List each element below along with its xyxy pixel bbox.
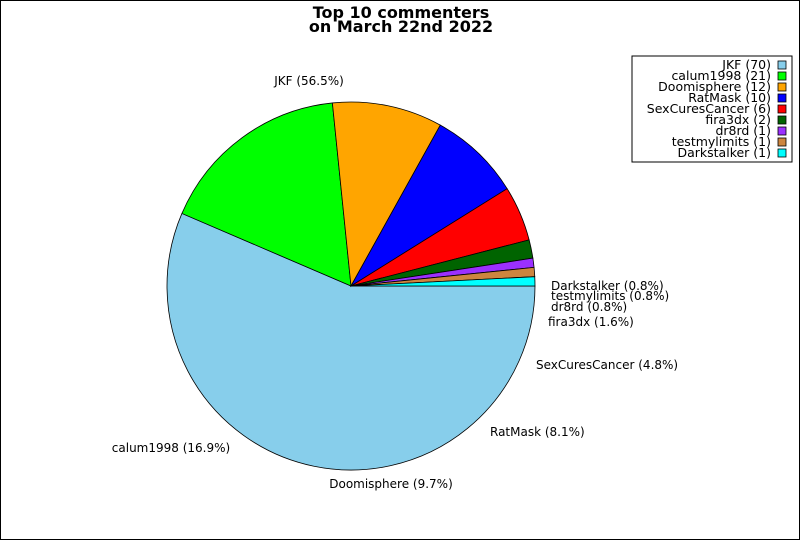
legend-entry-darkstalker: Darkstalker (1) [677, 145, 771, 160]
pie-slices [166, 101, 536, 471]
pie-slice-calum1998 [181, 102, 352, 287]
legend-swatch-fira3dx [777, 115, 787, 125]
slice-label-testmylimits: testmylimits (0.8%) [551, 289, 669, 303]
legend-entry-fira3dx: fira3dx (2) [705, 112, 771, 127]
pie-slice-ratmask [349, 124, 508, 288]
slice-label-doomisphere: Doomisphere (9.7%) [329, 477, 453, 491]
legend-entry-dr8rd: dr8rd (1) [715, 123, 771, 138]
legend-entry-jkf: JKF (70) [721, 57, 771, 72]
legend-swatch-doomisphere [777, 82, 787, 92]
pie-slice-darkstalker [350, 276, 536, 287]
slice-label-sexcurescancer: SexCuresCancer (4.8%) [536, 358, 678, 372]
legend-entry-doomisphere: Doomisphere (12) [658, 79, 771, 94]
slice-label-fira3dx: fira3dx (1.6%) [548, 315, 634, 329]
legend-swatch-dr8rd [777, 126, 787, 136]
slice-labels: JKF (56.5%) calum1998 (16.9%) Doomisphere … [112, 74, 678, 491]
legend-swatch-calum1998 [777, 71, 787, 81]
legend-box [631, 55, 793, 163]
slice-label-ratmask: RatMask (8.1%) [490, 425, 585, 439]
slice-label-darkstalker: Darkstalker (0.8%) [551, 279, 664, 293]
slice-label-calum1998: calum1998 (16.9%) [112, 441, 230, 455]
legend-entry-testmylimits: testmylimits (1) [672, 134, 771, 149]
slice-label-jkf: JKF (56.5%) [273, 74, 344, 88]
pie-slice-jkf [166, 212, 536, 471]
chart-title-line-2: on March 22nd 2022 [309, 17, 493, 36]
legend-entry-sexcurescancer: SexCuresCancer (6) [647, 101, 771, 116]
legend-swatch-jkf [777, 60, 787, 70]
legend-swatch-testmylimits [777, 137, 787, 147]
legend-entry-ratmask: RatMask (10) [688, 90, 771, 105]
legend-swatch-sexcurescancer [777, 104, 787, 114]
legend-swatch-darkstalker [777, 148, 787, 158]
legend-entry-calum1998: calum1998 (21) [671, 68, 771, 83]
pie-slice-doomisphere [331, 101, 441, 288]
legend-swatch-ratmask [777, 93, 787, 103]
legend: JKF (70)calum1998 (21)Doomisphere (12)Ra… [631, 55, 793, 163]
slice-label-dr8rd: dr8rd (0.8%) [551, 300, 627, 314]
chart-title-line-1: Top 10 commenters [313, 3, 490, 22]
